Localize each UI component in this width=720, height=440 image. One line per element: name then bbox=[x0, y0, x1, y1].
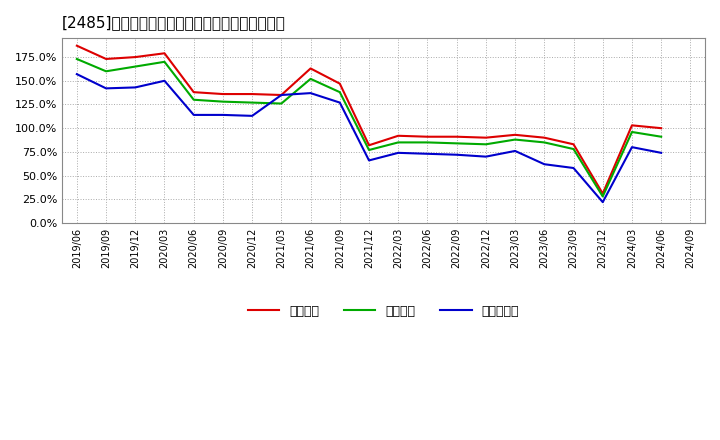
当座比率 bbox=[423, 140, 432, 145]
現預金比率 bbox=[394, 150, 402, 155]
現預金比率 bbox=[423, 151, 432, 157]
流動比率 bbox=[189, 89, 198, 95]
流動比率 bbox=[452, 134, 461, 139]
現預金比率 bbox=[540, 161, 549, 167]
流動比率 bbox=[540, 135, 549, 140]
当座比率 bbox=[598, 194, 607, 199]
流動比率 bbox=[306, 66, 315, 71]
流動比率 bbox=[73, 43, 81, 48]
当座比率 bbox=[336, 89, 344, 95]
Text: [2485]　流動比率、当座比率、現預金比率の推移: [2485] 流動比率、当座比率、現預金比率の推移 bbox=[62, 15, 286, 30]
流動比率 bbox=[598, 191, 607, 196]
流動比率 bbox=[423, 134, 432, 139]
現預金比率 bbox=[628, 144, 636, 150]
現預金比率 bbox=[570, 165, 578, 171]
現預金比率 bbox=[160, 78, 168, 84]
当座比率 bbox=[628, 129, 636, 135]
現預金比率 bbox=[510, 148, 519, 154]
現預金比率 bbox=[452, 152, 461, 158]
流動比率 bbox=[394, 133, 402, 139]
現預金比率 bbox=[336, 100, 344, 105]
当座比率 bbox=[657, 134, 665, 139]
当座比率 bbox=[394, 140, 402, 145]
当座比率 bbox=[131, 64, 140, 69]
現預金比率 bbox=[306, 91, 315, 96]
当座比率 bbox=[160, 59, 168, 64]
流動比率 bbox=[570, 142, 578, 147]
当座比率 bbox=[452, 141, 461, 146]
流動比率 bbox=[628, 123, 636, 128]
現預金比率 bbox=[189, 112, 198, 117]
現預金比率 bbox=[131, 85, 140, 90]
現預金比率 bbox=[365, 158, 374, 163]
流動比率 bbox=[219, 92, 228, 97]
現預金比率 bbox=[277, 92, 286, 98]
当座比率 bbox=[248, 100, 256, 105]
Line: 現預金比率: 現預金比率 bbox=[77, 74, 661, 202]
現預金比率 bbox=[102, 86, 110, 91]
流動比率 bbox=[657, 125, 665, 131]
Line: 当座比率: 当座比率 bbox=[77, 59, 661, 196]
当座比率 bbox=[219, 99, 228, 104]
流動比率 bbox=[248, 92, 256, 97]
当座比率 bbox=[189, 97, 198, 103]
流動比率 bbox=[102, 56, 110, 62]
当座比率 bbox=[365, 147, 374, 153]
流動比率 bbox=[482, 135, 490, 140]
流動比率 bbox=[336, 81, 344, 86]
当座比率 bbox=[277, 101, 286, 106]
当座比率 bbox=[482, 142, 490, 147]
Line: 流動比率: 流動比率 bbox=[77, 46, 661, 194]
現預金比率 bbox=[598, 199, 607, 205]
流動比率 bbox=[131, 55, 140, 60]
Legend: 流動比率, 当座比率, 現預金比率: 流動比率, 当座比率, 現預金比率 bbox=[243, 300, 524, 323]
現預金比率 bbox=[248, 113, 256, 118]
当座比率 bbox=[306, 76, 315, 81]
当座比率 bbox=[570, 147, 578, 152]
現預金比率 bbox=[657, 150, 665, 155]
当座比率 bbox=[510, 137, 519, 142]
現預金比率 bbox=[482, 154, 490, 159]
当座比率 bbox=[540, 140, 549, 145]
現預金比率 bbox=[73, 72, 81, 77]
流動比率 bbox=[365, 143, 374, 148]
当座比率 bbox=[102, 69, 110, 74]
流動比率 bbox=[510, 132, 519, 137]
流動比率 bbox=[277, 92, 286, 98]
流動比率 bbox=[160, 51, 168, 56]
当座比率 bbox=[73, 56, 81, 62]
現預金比率 bbox=[219, 112, 228, 117]
